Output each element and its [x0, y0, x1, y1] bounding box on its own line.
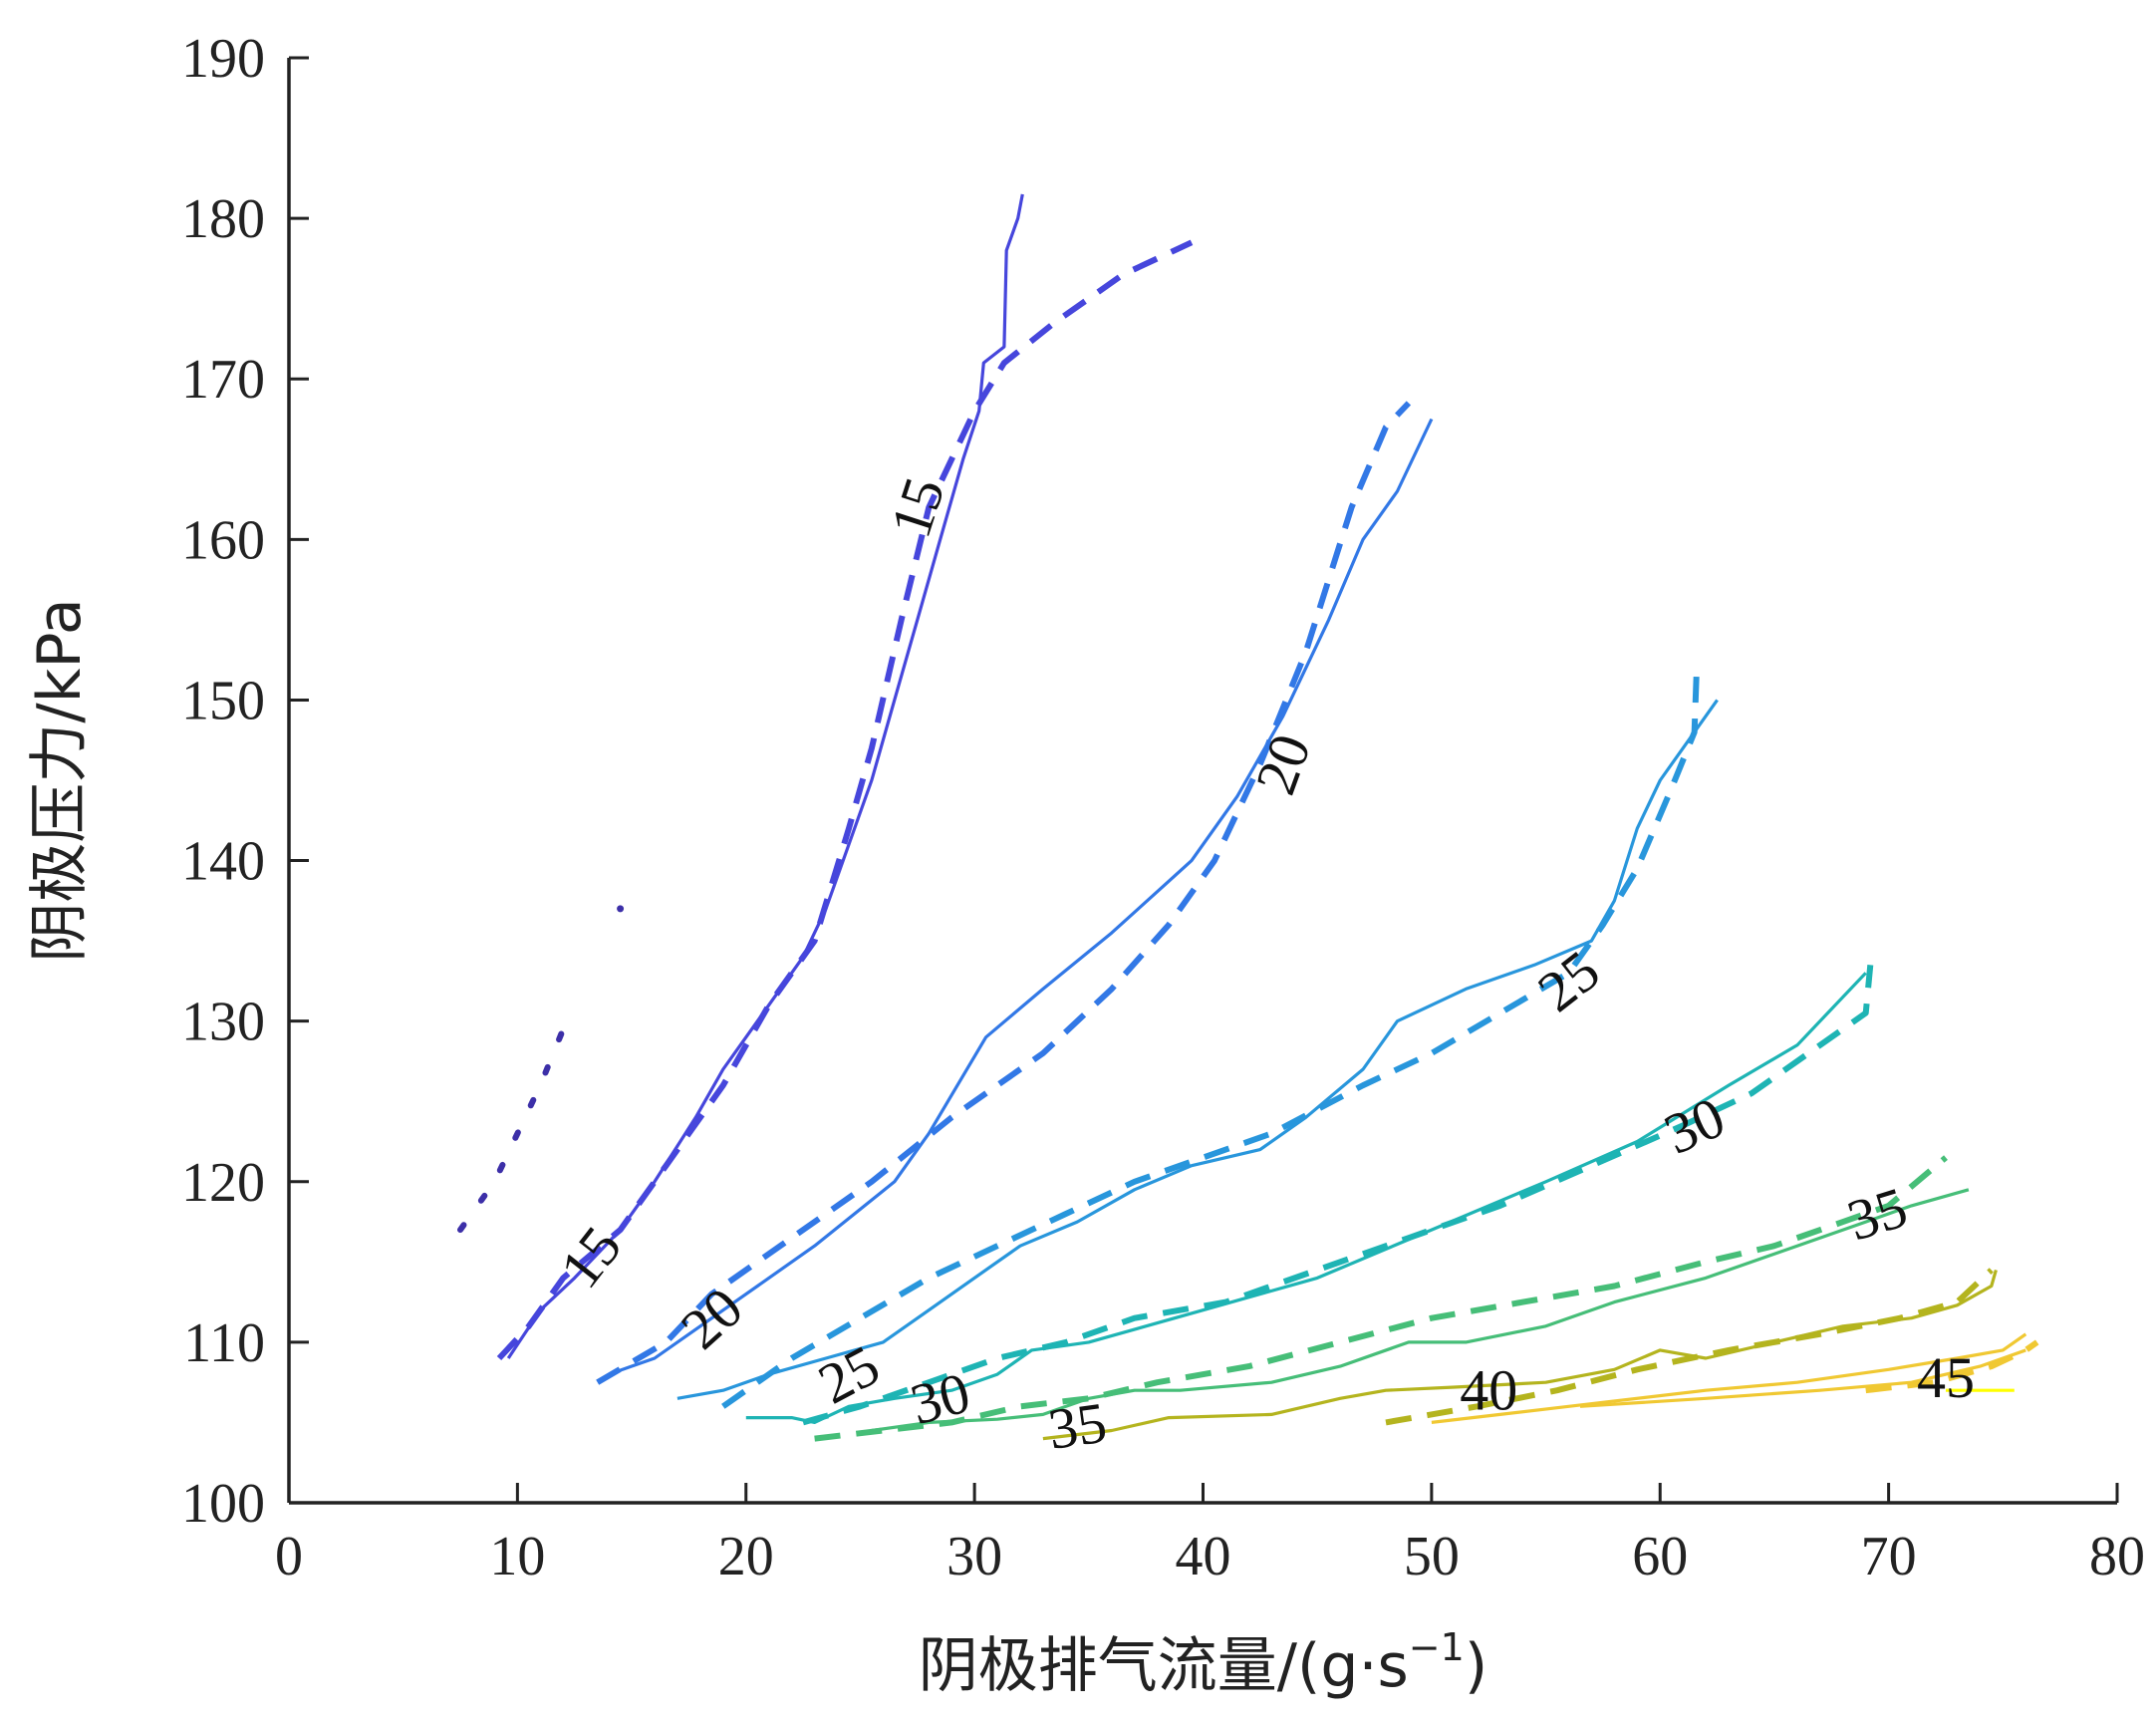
contour-label: 25 [1526, 938, 1612, 1024]
x-tick-label: 10 [489, 1526, 545, 1587]
contour-label: 35 [1044, 1389, 1110, 1461]
y-tick-label: 150 [181, 670, 265, 731]
series-line-45-dashed [1865, 1339, 2039, 1394]
y-tick-label: 130 [181, 992, 265, 1053]
series-line-35-dashed [814, 1155, 1948, 1442]
series-line-30-solid [745, 972, 1867, 1424]
contour-label: 40 [1460, 1358, 1517, 1423]
x-tick-label: 80 [2089, 1526, 2145, 1587]
series-line-15-dashed [496, 239, 1194, 1361]
series-line-40-dashed [1385, 1268, 1994, 1426]
x-axis-label: 阴极排气流量/(g·s−1) [919, 1625, 1488, 1701]
contour-label: 30 [1655, 1084, 1734, 1167]
y-tick-label: 160 [181, 509, 265, 571]
series-layer [457, 193, 2039, 1442]
y-axis-label: 阴极压力/kPa [25, 598, 95, 962]
contour-label: 35 [1840, 1174, 1914, 1253]
series-line-30-dashed [802, 965, 1874, 1426]
y-tick-label: 100 [181, 1473, 265, 1535]
y-tick-label: 190 [181, 28, 265, 90]
contour-label: 20 [1242, 726, 1323, 803]
series-line-35-solid [871, 1188, 1970, 1433]
y-tick-label: 120 [181, 1152, 265, 1214]
series-line-25-dashed [721, 668, 1700, 1409]
x-ticks: 0 10 20 30 40 50 60 70 80 [275, 1483, 2145, 1587]
x-axis-label-main: 阴极排气流量/(g·s [919, 1631, 1409, 1701]
x-tick-label: 70 [1861, 1526, 1917, 1587]
series-line-20-solid [608, 418, 1434, 1376]
contour-label: 20 [669, 1275, 755, 1361]
series-line-20-dashed [596, 401, 1412, 1385]
x-tick-label: 0 [275, 1526, 303, 1587]
y-tick-label: 180 [181, 188, 265, 250]
x-tick-label: 60 [1632, 1526, 1688, 1587]
y-tick-label: 110 [183, 1312, 265, 1374]
series-line-15-solid [506, 193, 1024, 1359]
x-tick-label: 40 [1176, 1526, 1231, 1587]
x-axis-label-close: ) [1465, 1631, 1487, 1701]
axes: 0 10 20 30 40 50 60 70 80 1001101201301401501601… [181, 28, 2145, 1587]
contour-label: 45 [1917, 1345, 1975, 1410]
series-line-45-solid [1579, 1348, 2026, 1408]
y-ticks: 100 110 120 130 140 150 160 170 180 190 [181, 28, 309, 1535]
series-line-40-solid [1042, 1269, 1998, 1441]
x-tick-label: 50 [1404, 1526, 1460, 1587]
x-tick-label: 30 [946, 1526, 1002, 1587]
x-axis-label-superscript: −1 [1409, 1625, 1465, 1669]
contour-label: 15 [878, 469, 957, 544]
y-tick-label: 170 [181, 349, 265, 411]
series-line-15-dotted [457, 1025, 567, 1234]
x-tick-label: 20 [718, 1526, 774, 1587]
series-line-15-dotted [617, 905, 625, 913]
series-line-25-solid [676, 699, 1719, 1400]
y-tick-label: 140 [181, 831, 265, 893]
series-line-45-solid [1431, 1332, 2027, 1424]
